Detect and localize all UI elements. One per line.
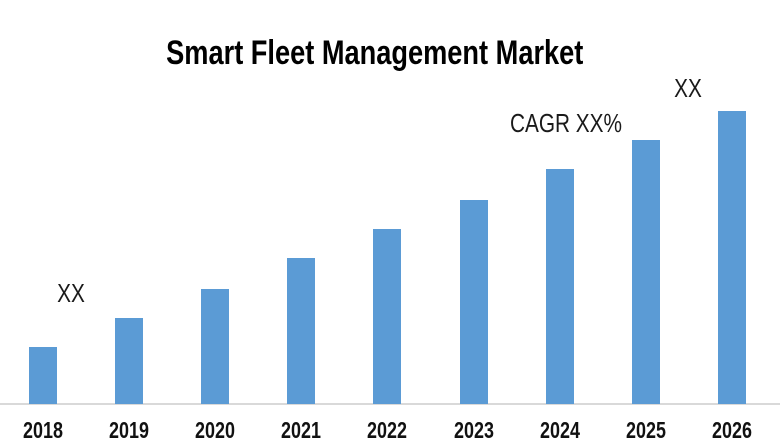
x-axis-label-2024: 2024 [539, 417, 580, 443]
x-axis-label-2021: 2021 [281, 417, 322, 443]
bar-2018 [29, 347, 57, 404]
cagr-annotation: CAGR XX% [509, 108, 623, 138]
bar-2024 [545, 169, 574, 404]
bar-2026 [717, 111, 746, 404]
bar-2021 [287, 258, 316, 404]
bar-2023 [459, 200, 488, 404]
chart-title: Smart Fleet Management Market [166, 34, 584, 72]
x-axis-label-2022: 2022 [367, 417, 408, 443]
x-axis-label-2025: 2025 [625, 417, 666, 443]
data-label-first-bar: XX [57, 278, 85, 308]
x-axis-label-2018: 2018 [23, 417, 63, 443]
bar-2025 [631, 140, 660, 404]
bar-2020 [201, 289, 230, 404]
x-axis-label-2019: 2019 [109, 417, 150, 443]
x-axis-line [0, 403, 780, 405]
chart-title-wrap: Smart Fleet Management Market [0, 36, 750, 70]
x-axis-label-2020: 2020 [195, 417, 236, 443]
x-axis-label-2023: 2023 [453, 417, 494, 443]
x-axis-label-2026: 2026 [711, 417, 752, 443]
bar-2019 [115, 318, 144, 404]
data-label-last-bar: XX [674, 73, 702, 103]
bar-2022 [373, 229, 402, 404]
